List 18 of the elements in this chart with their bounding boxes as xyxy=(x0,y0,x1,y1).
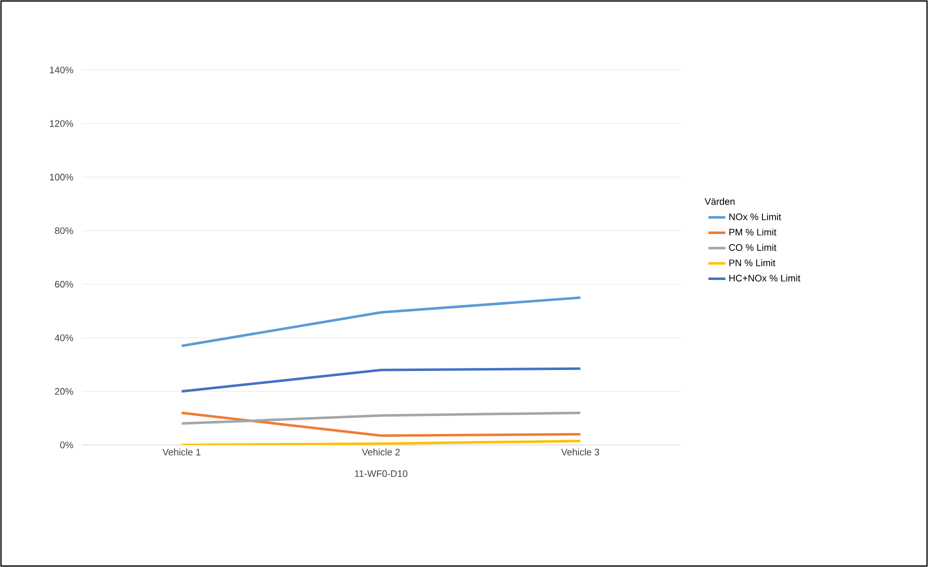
legend-label: PN % Limit xyxy=(729,259,776,266)
y-tick-label: 80% xyxy=(54,227,74,234)
legend-label: PM % Limit xyxy=(729,228,776,236)
y-tick-label: 20% xyxy=(55,388,74,395)
legend-label: CO % Limit xyxy=(729,244,776,251)
y-tick-label: 60% xyxy=(55,280,74,288)
x-tick-label: Vehicle 3 xyxy=(561,448,600,456)
x-axis-title: 11-WF0-D10 xyxy=(354,470,408,477)
x-tick-label: Vehicle 2 xyxy=(362,448,400,456)
y-tick-label: 120% xyxy=(50,120,74,127)
x-tick-label: Vehicle 1 xyxy=(162,448,200,456)
legend-label: NOx % Limit xyxy=(729,213,782,220)
y-tick-label: 140% xyxy=(50,66,74,74)
y-tick-label: 100% xyxy=(50,174,74,180)
y-tick-label: 0% xyxy=(60,442,74,448)
legend-title: Värden xyxy=(704,198,735,205)
legend-label: HC+NOx % Limit xyxy=(729,274,800,282)
y-tick-label: 40% xyxy=(54,334,74,342)
